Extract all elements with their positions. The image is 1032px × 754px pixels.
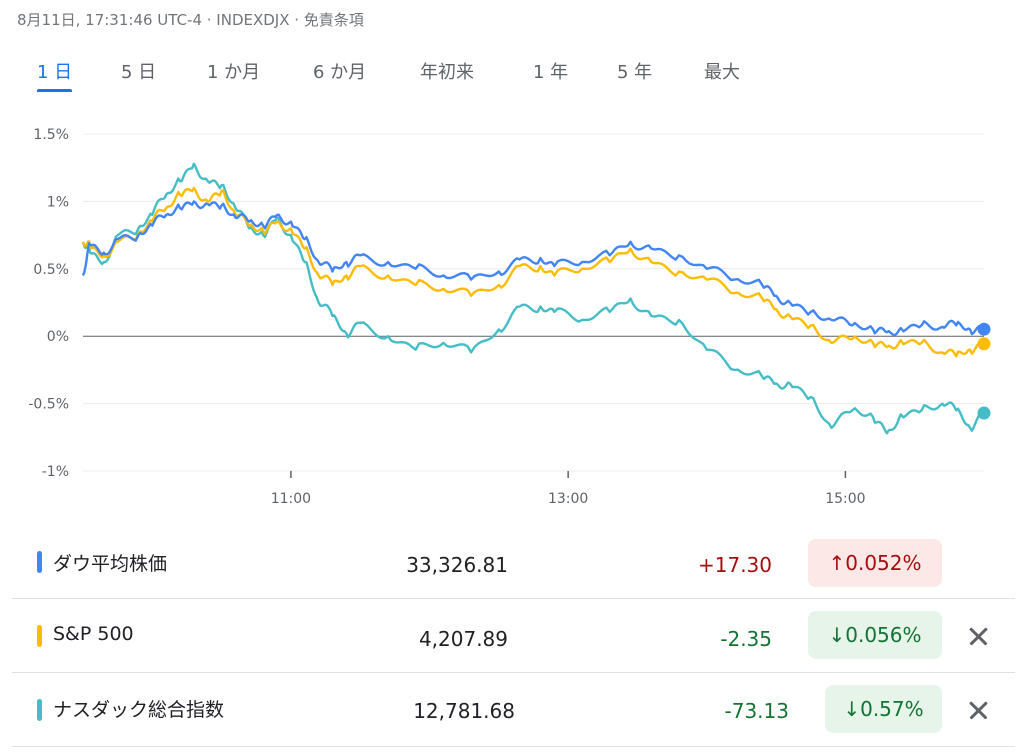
index-value: 33,326.81 [406,553,508,577]
series-end-marker [977,337,991,351]
summary-row-dow[interactable]: ダウ平均株価 33,326.81 +17.30 ↑0.052% [12,525,1015,599]
time-range-tabs: 1 日 5 日 1 か月 6 か月 年初来 1 年 5 年 最大 [0,58,1032,94]
index-name: ナスダック総合指数 [53,699,225,721]
y-tick-label: 0.5% [33,262,69,278]
y-tick-label: 0% [47,329,69,345]
remove-sp500-close-icon[interactable] [963,621,993,651]
index-value: 4,207.89 [418,627,508,651]
dow-color-swatch [37,551,42,573]
series-end-marker [977,406,991,420]
y-tick-label: 1.5% [33,127,69,143]
percent-change-badge: ↓0.57% [825,685,942,733]
tab-6-months[interactable]: 6 か月 [313,62,367,83]
summary-row-sp500[interactable]: S&P 500 4,207.89 -2.35 ↓0.056% [12,599,1015,673]
series-line [81,186,985,358]
nasdaq-color-swatch [37,699,42,721]
index-value: 12,781.68 [413,699,515,723]
tab-max[interactable]: 最大 [704,62,740,83]
index-change: -73.13 [724,699,789,723]
y-tick-label: -1% [42,464,69,480]
x-tick-label: 13:00 [548,491,588,507]
series-end-marker [977,322,991,336]
remove-nasdaq-close-icon[interactable] [963,695,993,725]
percent-change-badge: ↑0.052% [808,539,942,587]
tab-ytd[interactable]: 年初来 [420,62,474,83]
tab-1-month[interactable]: 1 か月 [207,62,261,83]
summary-row-nasdaq[interactable]: ナスダック総合指数 12,781.68 -73.13 ↓0.57% [12,673,1015,747]
tab-1-day[interactable]: 1 日 [37,58,73,92]
series-line [81,162,985,435]
y-tick-label: 1% [47,194,69,210]
x-tick-label: 15:00 [825,491,865,507]
index-name: ダウ平均株価 [53,553,168,575]
index-change: -2.35 [720,627,772,651]
tab-5-days[interactable]: 5 日 [121,62,157,83]
index-change: +17.30 [697,553,772,577]
series-line [81,200,985,337]
index-line-chart[interactable]: 1.5% 1% 0.5% 0% -0.5% -1% 11:00 13:00 15:00 [0,110,1032,510]
index-name: S&P 500 [53,623,134,645]
sp500-color-swatch [37,625,42,647]
percent-change-badge: ↓0.056% [808,611,942,659]
chart-meta-info: 8月11日, 17:31:46 UTC-4 · INDEXDJX · 免責条項 [17,11,364,29]
tab-1-year[interactable]: 1 年 [533,62,569,83]
y-tick-label: -0.5% [28,397,69,413]
tab-5-years[interactable]: 5 年 [617,62,653,83]
x-tick-label: 11:00 [271,491,311,507]
